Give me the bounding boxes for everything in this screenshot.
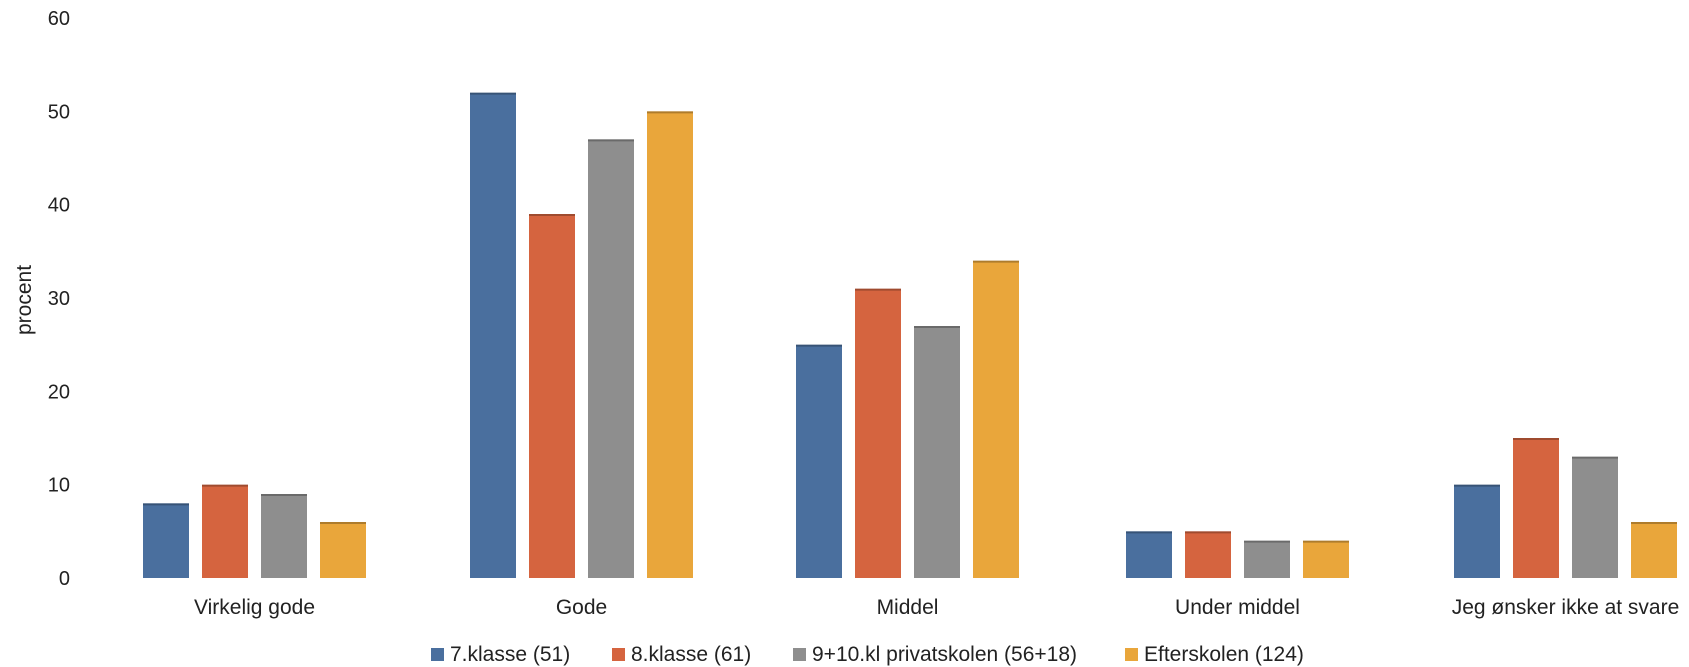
- legend-swatch: [1125, 648, 1138, 661]
- legend-swatch: [431, 648, 444, 661]
- bar: [588, 139, 634, 579]
- category-label: Gode: [556, 596, 607, 619]
- y-tick-label: 20: [48, 381, 70, 403]
- bar: [647, 111, 693, 578]
- category-label: Middel: [877, 596, 939, 619]
- y-axis: 0 10 20 30 40 50 60: [48, 8, 70, 590]
- category-label: Jeg ønsker ikke at svare: [1452, 596, 1680, 619]
- bar: [1303, 540, 1349, 578]
- bar: [261, 494, 307, 578]
- bar: [143, 503, 189, 578]
- category-label: Virkelig gode: [194, 596, 315, 619]
- bar: [470, 92, 516, 579]
- bar: [973, 260, 1019, 578]
- bar: [1631, 522, 1677, 578]
- y-tick-label: 40: [48, 195, 70, 217]
- y-axis-label: procent: [13, 265, 36, 335]
- bars: [143, 92, 1677, 579]
- bar: [796, 344, 842, 578]
- bar: [855, 288, 901, 578]
- bar: [529, 214, 575, 578]
- bar: [320, 522, 366, 578]
- y-tick-label: 30: [48, 288, 70, 310]
- y-tick-label: 50: [48, 101, 70, 123]
- category-label: Under middel: [1175, 596, 1300, 619]
- legend-label: 8.klasse (61): [631, 643, 751, 666]
- bar: [202, 484, 248, 578]
- legend-label: Efterskolen (124): [1144, 643, 1304, 666]
- bar: [1454, 484, 1500, 578]
- bar: [1513, 438, 1559, 578]
- bar: [1126, 531, 1172, 578]
- legend-swatch: [612, 648, 625, 661]
- legend: 7.klasse (51) 8.klasse (61) 9+10.kl privat…: [431, 643, 1304, 666]
- legend-swatch: [793, 648, 806, 661]
- y-tick-label: 60: [48, 8, 70, 30]
- bar: [1185, 531, 1231, 578]
- bar: [1572, 456, 1618, 578]
- bar: [1244, 540, 1290, 578]
- legend-label: 7.klasse (51): [450, 643, 570, 666]
- x-axis: Virkelig gode Gode Middel Under middel Jeg ø…: [194, 596, 1679, 619]
- legend-label: 9+10.kl privatskolen (56+18): [812, 643, 1077, 666]
- y-tick-label: 10: [48, 475, 70, 497]
- y-tick-label: 0: [59, 568, 70, 590]
- bar: [914, 326, 960, 578]
